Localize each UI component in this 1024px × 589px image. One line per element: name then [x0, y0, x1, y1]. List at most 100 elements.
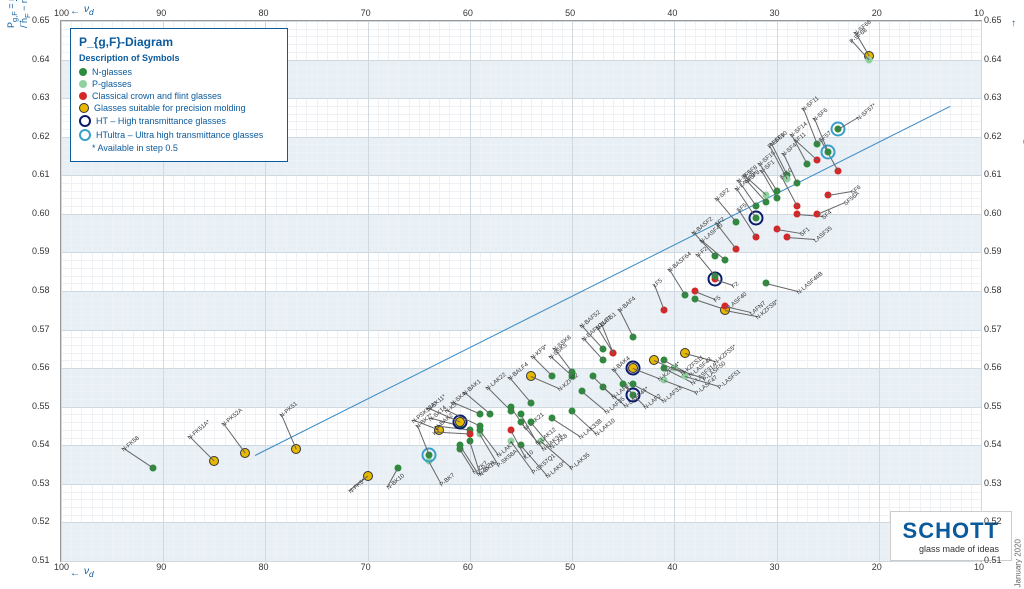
grid-minor-h	[61, 260, 981, 261]
legend-swatch	[79, 80, 87, 88]
arrow-up-left: ↑	[18, 18, 23, 29]
glass-point	[477, 411, 484, 418]
chart-container: Pg,F = ng − nF / nF − nC ↑ ← νd Pg,F = n…	[0, 0, 1024, 589]
legend-label: Classical crown and flint glasses	[92, 91, 222, 101]
legend-row: N-glasses	[79, 67, 279, 77]
glass-point	[834, 168, 841, 175]
x-tick-bottom: 10	[974, 562, 984, 572]
y-tick-left: 0.51	[32, 555, 50, 565]
grid-minor-h	[61, 183, 981, 184]
y-tick-left: 0.52	[32, 516, 50, 526]
grid-major-h	[61, 291, 981, 292]
legend-ring	[79, 129, 91, 141]
label-leader	[281, 414, 296, 449]
x-tick-top: 100	[54, 8, 69, 18]
grid-minor-h	[61, 438, 981, 439]
x-tick-top: 60	[463, 8, 473, 18]
x-tick-top: 70	[361, 8, 371, 18]
grid-minor-h	[61, 384, 981, 385]
grid-minor-h	[61, 268, 981, 269]
grid-major-h	[61, 561, 981, 562]
legend-label: N-glasses	[92, 67, 132, 77]
y-tick-left: 0.53	[32, 478, 50, 488]
grid-minor-h	[61, 476, 981, 477]
grid-minor-h	[61, 276, 981, 277]
arrow-left-bottom: ←	[70, 568, 80, 579]
grid-major-h	[61, 214, 981, 215]
grid-minor-h	[61, 345, 981, 346]
grid-minor-h	[61, 206, 981, 207]
glass-point	[661, 307, 668, 314]
x-tick-top: 40	[667, 8, 677, 18]
x-axis-title-bottom: νd	[84, 566, 94, 579]
grid-minor-h	[61, 245, 981, 246]
grid-major-h	[61, 21, 981, 22]
grid-minor-h	[61, 530, 981, 531]
legend-label: Glasses suitable for precision molding	[94, 103, 246, 113]
grid-major-h	[61, 330, 981, 331]
arrow-left-top: ←	[70, 6, 80, 17]
grid-minor-h	[61, 283, 981, 284]
x-tick-bottom: 70	[361, 562, 371, 572]
glass-ring	[422, 448, 437, 463]
y-tick-right: 0.55	[984, 401, 1002, 411]
x-tick-bottom: 100	[54, 562, 69, 572]
x-tick-top: 90	[156, 8, 166, 18]
x-tick-bottom: 90	[156, 562, 166, 572]
grid-minor-h	[61, 546, 981, 547]
legend-label: * Available in step 0.5	[92, 143, 178, 153]
grid-minor-h	[61, 306, 981, 307]
grid-minor-h	[61, 507, 981, 508]
y-tick-right: 0.59	[984, 246, 1002, 256]
y-tick-right: 0.60	[984, 208, 1002, 218]
legend-box: P_{g,F}-Diagram Description of Symbols N…	[70, 28, 288, 162]
legend-swatch	[79, 92, 87, 100]
x-tick-top: 50	[565, 8, 575, 18]
legend-row: Classical crown and flint glasses	[79, 91, 279, 101]
grid-minor-h	[61, 337, 981, 338]
legend-row: HT – High transmittance glasses	[79, 115, 279, 127]
grid-major-h	[61, 484, 981, 485]
x-tick-top: 80	[258, 8, 268, 18]
x-tick-top: 30	[770, 8, 780, 18]
y-tick-left: 0.63	[32, 92, 50, 102]
grid-minor-h	[61, 360, 981, 361]
legend-title: P_{g,F}-Diagram	[79, 35, 279, 49]
y-tick-left: 0.54	[32, 439, 50, 449]
y-tick-left: 0.59	[32, 246, 50, 256]
y-tick-left: 0.62	[32, 131, 50, 141]
grid-minor-h	[61, 314, 981, 315]
y-tick-right: 0.52	[984, 516, 1002, 526]
x-tick-bottom: 20	[872, 562, 882, 572]
y-tick-right: 0.62	[984, 131, 1002, 141]
grid-minor-h	[61, 168, 981, 169]
grid-major-h	[61, 407, 981, 408]
y-tick-left: 0.65	[32, 15, 50, 25]
legend-label: HTultra – Ultra high transmittance glass…	[96, 130, 263, 140]
legend-label: P-glasses	[92, 79, 132, 89]
grid-major-h	[61, 252, 981, 253]
legend-ring	[79, 115, 91, 127]
legend-row: P-glasses	[79, 79, 279, 89]
grid-minor-h	[61, 376, 981, 377]
y-tick-left: 0.61	[32, 169, 50, 179]
y-tick-left: 0.60	[32, 208, 50, 218]
x-tick-bottom: 40	[667, 562, 677, 572]
grid-minor-h	[61, 399, 981, 400]
y-tick-left: 0.58	[32, 285, 50, 295]
grid-minor-h	[61, 461, 981, 462]
arrow-up-right: ↑	[1011, 18, 1016, 29]
x-tick-top: 10	[974, 8, 984, 18]
grid-minor-h	[61, 515, 981, 516]
x-axis-title-top: νd	[84, 4, 94, 17]
side-date: January 2020	[1013, 539, 1022, 587]
grid-minor-h	[61, 229, 981, 230]
grid-major-v	[981, 21, 982, 561]
grid-minor-h	[61, 538, 981, 539]
grid-minor-h	[61, 499, 981, 500]
grid-major-h	[61, 522, 981, 523]
y-tick-right: 0.64	[984, 54, 1002, 64]
grid-minor-h	[61, 299, 981, 300]
y-tick-right: 0.51	[984, 555, 1002, 565]
grid-minor-h	[61, 198, 981, 199]
